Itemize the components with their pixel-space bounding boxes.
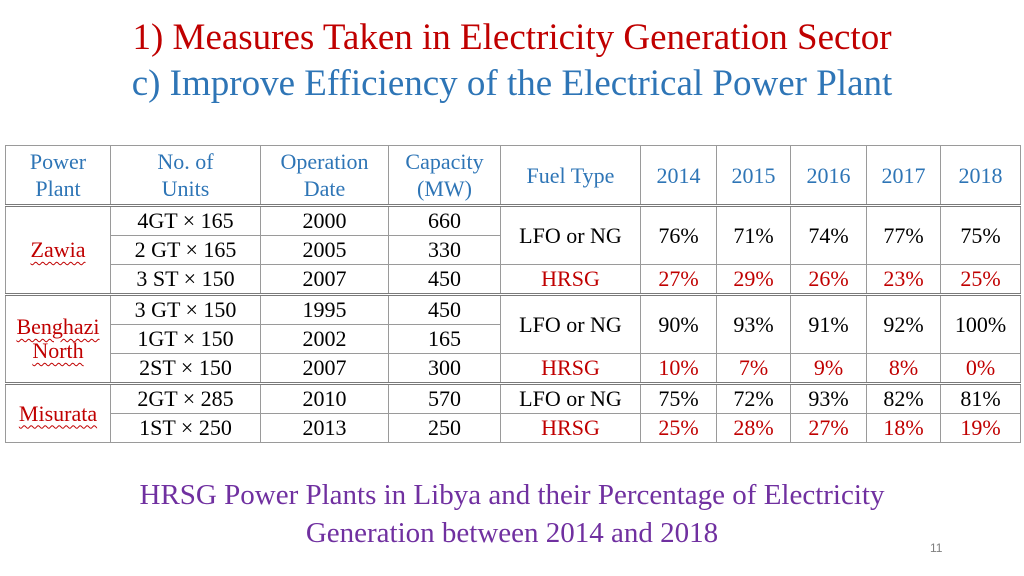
table-row: 3 ST × 150 2007 450 HRSG 27% 29% 26% 23%… — [6, 264, 1021, 295]
units-cell: 3 ST × 150 — [110, 264, 261, 295]
table-row: 2 GT × 165 2005 330 — [6, 235, 1021, 265]
plant-name-line: Zawia — [30, 237, 86, 262]
hrsg-plants-table: Power Plant No. of Units Operation Date … — [5, 145, 1021, 443]
table-caption-line2: Generation between 2014 and 2018 — [305, 517, 719, 549]
units-cell: 1GT × 150 — [110, 324, 261, 354]
date-cell: 2002 — [260, 324, 389, 354]
units-cell: 2GT × 285 — [110, 382, 261, 414]
capacity-cell: 450 — [388, 264, 501, 295]
capacity-cell: 165 — [388, 324, 501, 354]
hrsg-share-cell: 28% — [716, 413, 791, 443]
slide-title: 1) Measures Taken in Electricity Generat… — [132, 17, 892, 58]
hrsg-share-cell: 29% — [716, 264, 791, 295]
header-units: No. of Units — [110, 145, 261, 206]
slide-subtitle: c) Improve Efficiency of the Electrical … — [131, 63, 893, 104]
share-cell: 93% — [790, 382, 867, 414]
plant-name-line: Misurata — [18, 400, 98, 426]
plant-name-misurata: Misurata — [5, 382, 111, 443]
date-cell: 2007 — [260, 264, 389, 295]
fuel-type-cell: LFO or NG — [500, 382, 641, 414]
plant-name-line: North — [32, 338, 84, 363]
hrsg-share-cell: 23% — [866, 264, 941, 295]
hrsg-fuel-cell: HRSG — [500, 413, 641, 443]
header-year-2016: 2016 — [790, 145, 867, 206]
header-units-line2: Units — [161, 176, 210, 201]
header-power-plant-line2: Plant — [35, 176, 81, 201]
share-cell: 100% — [940, 293, 1021, 354]
units-cell: 2 GT × 165 — [110, 235, 261, 265]
capacity-cell: 250 — [388, 413, 501, 443]
date-cell: 2007 — [260, 353, 389, 384]
header-capacity-line1: Capacity — [405, 149, 484, 174]
header-power-plant: Power Plant — [5, 145, 111, 206]
hrsg-share-cell: 8% — [866, 353, 941, 384]
share-cell: 82% — [866, 382, 941, 414]
share-cell: 77% — [866, 204, 941, 265]
table-row: 2ST × 150 2007 300 HRSG 10% 7% 9% 8% 0% — [6, 353, 1021, 384]
share-cell: 72% — [716, 382, 791, 414]
capacity-cell: 570 — [388, 382, 501, 414]
capacity-cell: 660 — [388, 204, 501, 236]
units-cell: 2ST × 150 — [110, 353, 261, 384]
hrsg-share-cell: 19% — [940, 413, 1021, 443]
date-cell: 1995 — [260, 293, 389, 325]
plant-name-zawia: Zawia — [5, 204, 111, 295]
hrsg-share-cell: 0% — [940, 353, 1021, 384]
header-capacity: Capacity (MW) — [388, 145, 501, 206]
header-operation-line1: Operation — [280, 149, 369, 174]
share-cell: 81% — [940, 382, 1021, 414]
share-cell: 76% — [640, 204, 717, 265]
header-fuel-type: Fuel Type — [500, 145, 641, 206]
capacity-cell: 330 — [388, 235, 501, 265]
table-row: Benghazi North 3 GT × 150 1995 450 LFO o… — [5, 293, 1021, 384]
header-operation-date: Operation Date — [260, 145, 389, 206]
hrsg-fuel-cell: HRSG — [500, 264, 641, 295]
hrsg-share-cell: 7% — [716, 353, 791, 384]
header-year-2015: 2015 — [716, 145, 791, 206]
share-cell: 91% — [790, 293, 867, 354]
page-number: 11 — [930, 541, 943, 555]
capacity-cell: 450 — [388, 293, 501, 325]
plant-name-benghazi-north: Benghazi North — [5, 293, 111, 384]
hrsg-share-cell: 10% — [640, 353, 717, 384]
date-cell: 2005 — [260, 235, 389, 265]
header-year-2017: 2017 — [866, 145, 941, 206]
hrsg-share-cell: 18% — [866, 413, 941, 443]
hrsg-share-cell: 25% — [640, 413, 717, 443]
share-cell: 75% — [940, 204, 1021, 265]
hrsg-share-cell: 26% — [790, 264, 867, 295]
table-caption-line1: HRSG Power Plants in Libya and their Per… — [139, 479, 885, 511]
units-cell: 3 GT × 150 — [110, 293, 261, 325]
share-cell: 93% — [716, 293, 791, 354]
table-row: Zawia 4GT × 165 2000 660 LFO or NG 76% 7… — [5, 204, 1021, 295]
header-capacity-line2: (MW) — [417, 176, 472, 201]
date-cell: 2000 — [260, 204, 389, 236]
share-cell: 92% — [866, 293, 941, 354]
table-row: 1ST × 250 2013 250 HRSG 25% 28% 27% 18% … — [6, 413, 1021, 443]
share-cell: 74% — [790, 204, 867, 265]
header-year-2014: 2014 — [640, 145, 717, 206]
table-row: Misurata 2GT × 285 2010 570 LFO or NG 75… — [5, 382, 1021, 443]
hrsg-share-cell: 9% — [790, 353, 867, 384]
capacity-cell: 300 — [388, 353, 501, 384]
share-cell: 75% — [640, 382, 717, 414]
date-cell: 2013 — [260, 413, 389, 443]
plant-name-line: Benghazi — [16, 314, 100, 339]
table-header-row: Power Plant No. of Units Operation Date … — [5, 145, 1021, 206]
share-cell: 90% — [640, 293, 717, 354]
hrsg-share-cell: 27% — [790, 413, 867, 443]
share-cell: 71% — [716, 204, 791, 265]
hrsg-share-cell: 25% — [940, 264, 1021, 295]
date-cell: 2010 — [260, 382, 389, 414]
units-cell: 1ST × 250 — [110, 413, 261, 443]
hrsg-share-cell: 27% — [640, 264, 717, 295]
units-cell: 4GT × 165 — [110, 204, 261, 236]
header-operation-line2: Date — [303, 176, 346, 201]
header-year-2018: 2018 — [940, 145, 1021, 206]
header-units-line1: No. of — [157, 149, 214, 174]
fuel-type-cell: LFO or NG — [500, 204, 641, 265]
header-power-plant-line1: Power — [29, 149, 87, 174]
fuel-type-cell: LFO or NG — [500, 293, 641, 354]
hrsg-fuel-cell: HRSG — [500, 353, 641, 384]
